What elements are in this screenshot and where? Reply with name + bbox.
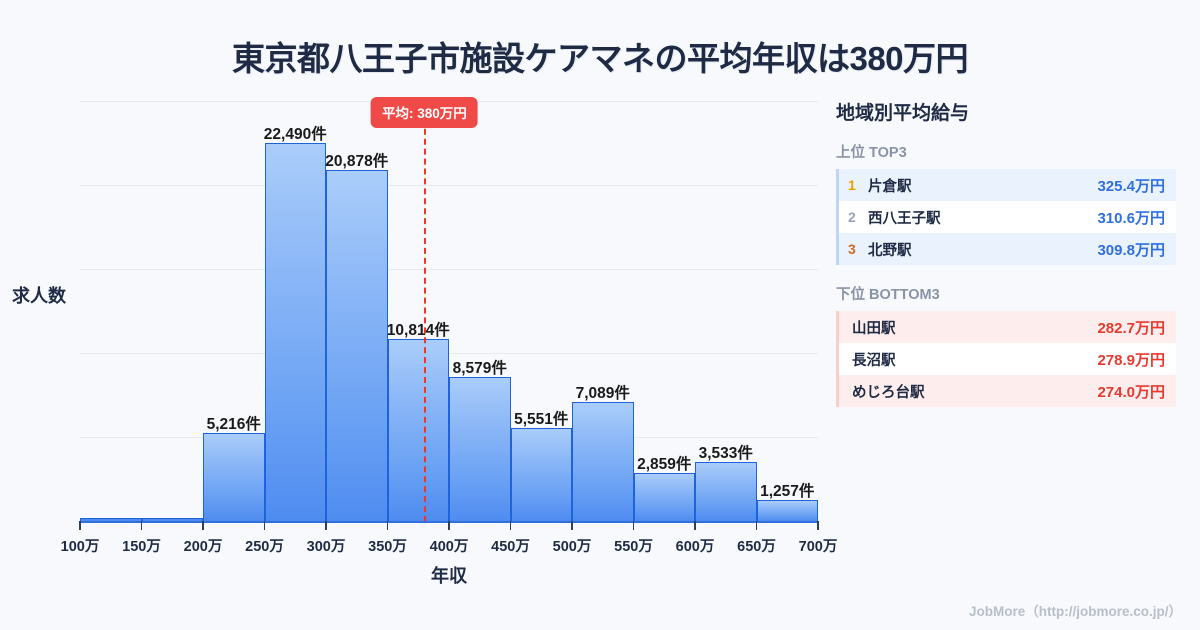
gridline	[80, 353, 818, 354]
top3-heading: 上位 TOP3	[836, 145, 907, 161]
x-tick-mark	[263, 521, 266, 530]
bar-value-label: 1,257件	[760, 482, 815, 500]
station-name: 北野駅	[868, 242, 912, 259]
bar-value-label: 5,551件	[514, 410, 569, 428]
bottom3-row[interactable]: 山田駅 282.7万円	[839, 311, 1176, 343]
x-tick-mark	[140, 521, 143, 530]
average-line	[424, 99, 427, 522]
x-tick-mark	[386, 521, 389, 530]
histogram-bar	[756, 499, 818, 521]
x-tick-label: 300万	[306, 539, 346, 555]
station-name: めじろ台駅	[852, 384, 925, 401]
station-salary: 325.4万円	[1097, 177, 1165, 195]
gridline	[80, 269, 818, 270]
station-salary: 274.0万円	[1097, 383, 1165, 401]
bar-value-label: 10,814件	[386, 322, 450, 340]
rank-number: 3	[848, 241, 856, 257]
x-tick-mark	[632, 521, 635, 530]
station-salary: 282.7万円	[1097, 319, 1165, 337]
x-tick-mark	[202, 521, 204, 530]
station-name: 長沼駅	[852, 352, 896, 369]
histogram-bar	[141, 518, 203, 521]
x-tick-mark	[694, 521, 696, 530]
x-tick-mark	[448, 521, 450, 530]
bar-value-label: 20,878件	[325, 153, 389, 171]
watermark: JobMore（http://jobmore.co.jp/）	[969, 604, 1182, 619]
x-tick-mark	[325, 521, 327, 530]
x-tick-label: 700万	[798, 539, 838, 555]
x-axis-label: 年収	[431, 566, 467, 586]
x-tick-label: 200万	[183, 539, 223, 555]
histogram-bar	[80, 518, 142, 521]
top3-row[interactable]: 1 片倉駅 325.4万円	[839, 169, 1176, 201]
x-tick-label: 150万	[122, 539, 161, 555]
histogram-bar	[326, 170, 388, 521]
station-salary: 310.6万円	[1097, 209, 1165, 227]
histogram-bar	[572, 401, 634, 521]
x-tick-label: 500万	[552, 539, 592, 555]
x-tick-mark	[817, 521, 819, 530]
station-name: 片倉駅	[868, 178, 912, 195]
average-badge: 平均: 380万円	[371, 97, 478, 128]
x-tick-label: 600万	[675, 539, 715, 555]
x-tick-label: 250万	[245, 539, 284, 555]
bottom3-row[interactable]: めじろ台駅 274.0万円	[839, 375, 1176, 407]
region-salary-sidebar: 地域別平均給与 上位 TOP3 1 片倉駅 325.4万円 2 西八王子駅 310.6万円…	[836, 98, 1176, 425]
sidebar-title: 地域別平均給与	[836, 103, 970, 124]
histogram-bar	[203, 433, 265, 521]
station-salary: 309.8万円	[1097, 241, 1165, 259]
bottom3-list: 山田駅 282.7万円長沼駅 278.9万円めじろ台駅 274.0万円	[836, 311, 1176, 407]
top3-row[interactable]: 2 西八王子駅 310.6万円	[839, 201, 1176, 233]
x-tick-label: 400万	[429, 539, 469, 555]
station-salary: 278.9万円	[1097, 351, 1165, 369]
bar-value-label: 2,859件	[637, 455, 692, 473]
bar-value-label: 7,089件	[575, 384, 630, 402]
x-tick-label: 100万	[60, 539, 100, 555]
bottom3-heading: 下位 BOTTOM3	[836, 287, 940, 303]
x-tick-label: 550万	[614, 539, 653, 555]
x-tick-mark	[571, 521, 573, 530]
x-tick-label: 650万	[737, 539, 776, 555]
station-name: 西八王子駅	[868, 210, 941, 227]
histogram-bar	[510, 427, 572, 521]
bar-value-label: 8,579件	[452, 359, 507, 377]
x-tick-mark	[79, 521, 81, 530]
x-tick-mark	[509, 521, 512, 530]
top3-list: 1 片倉駅 325.4万円 2 西八王子駅 310.6万円 3 北野駅 309.8万円	[836, 169, 1176, 265]
histogram-bar	[449, 376, 511, 521]
top3-row[interactable]: 3 北野駅 309.8万円	[839, 233, 1176, 265]
y-axis-label: 求人数	[12, 286, 66, 306]
histogram-bar	[387, 339, 449, 521]
x-tick-label: 450万	[491, 539, 530, 555]
histogram-bar	[633, 472, 695, 521]
station-name: 山田駅	[852, 320, 896, 337]
bar-value-label: 22,490件	[263, 126, 327, 144]
histogram-bar	[695, 461, 757, 521]
rank-number: 1	[848, 177, 856, 193]
bottom3-row[interactable]: 長沼駅 278.9万円	[839, 343, 1176, 375]
page-title: 東京都八王子市施設ケアマネの平均年収は380万円	[231, 40, 969, 77]
rank-number: 2	[848, 209, 856, 225]
plot-area: 5,216件 22,490件 20,878件 10,814件 8,579件 5,551件 7…	[61, 97, 837, 555]
histogram-chart: 求人数 5,216件 22,490件 20,878件 10,814件 8,579件 5,5…	[0, 90, 840, 590]
bar-value-label: 5,216件	[206, 416, 261, 434]
gridline	[80, 185, 818, 186]
histogram-bar	[264, 143, 326, 521]
x-tick-label: 350万	[368, 539, 407, 555]
x-tick-mark	[755, 521, 758, 530]
bar-value-label: 3,533件	[698, 444, 753, 462]
